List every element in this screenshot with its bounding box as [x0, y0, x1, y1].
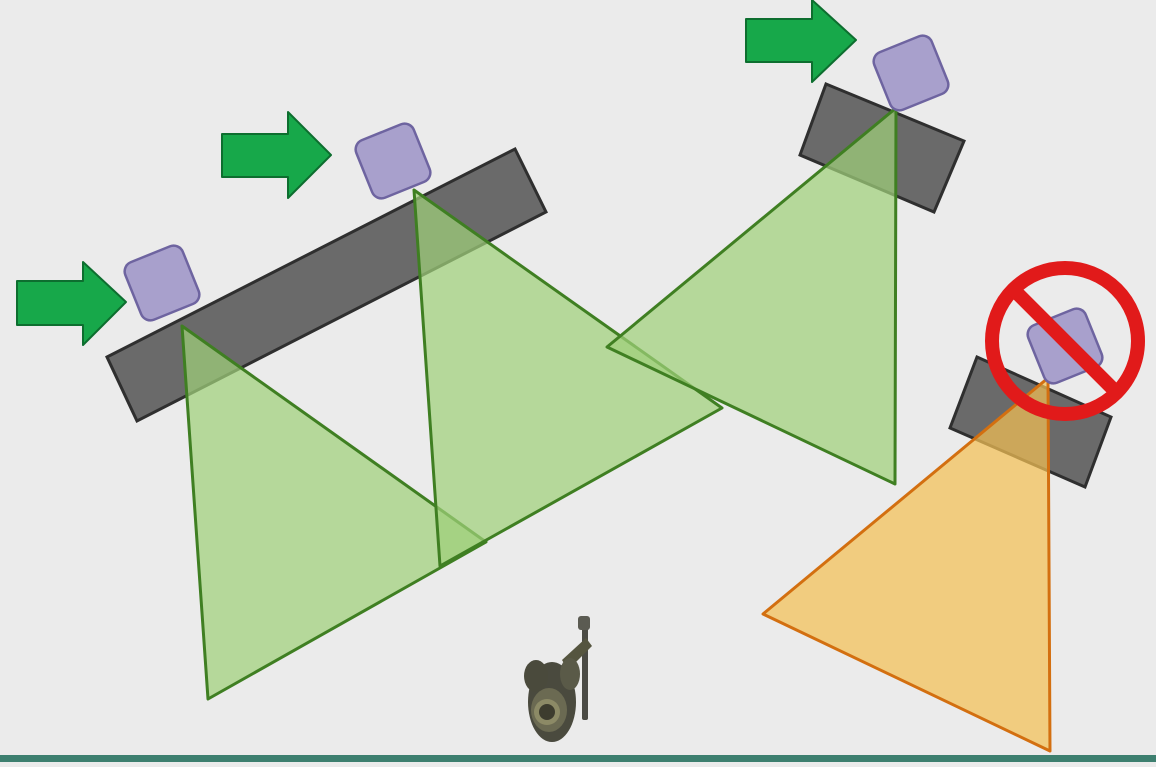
prohibited-ring: [985, 261, 1145, 421]
vision-cone-3: [605, 106, 898, 486]
cover-node-1: [123, 244, 201, 322]
vision-cone-1: [180, 324, 488, 701]
right-arrow-icon: [745, 0, 857, 83]
prohibited-icon: [985, 261, 1145, 421]
cover-node-2: [354, 122, 432, 200]
vision-cones-group: [180, 106, 1052, 753]
prohibited-slash: [1008, 284, 1122, 398]
soldier-character-icon: [524, 616, 592, 742]
bottom-bar: [0, 755, 1156, 762]
right-arrow-icon: [16, 261, 127, 346]
right-arrow-icon: [221, 111, 332, 199]
vision-cone-2: [412, 188, 724, 568]
vision-cone-4: [761, 376, 1052, 753]
cover-node-3: [872, 34, 950, 112]
direction-arrows-group: [16, 0, 857, 346]
